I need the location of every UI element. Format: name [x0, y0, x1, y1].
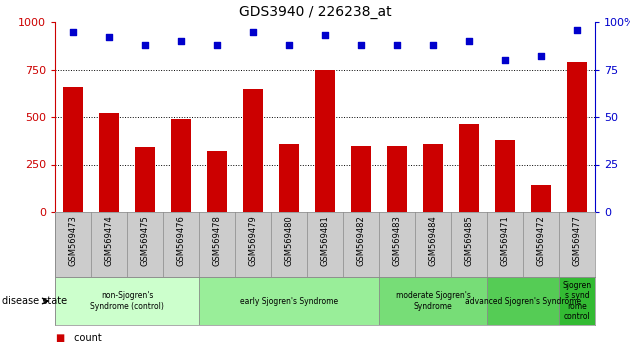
Text: GSM569473: GSM569473 [69, 215, 77, 266]
Text: GSM569484: GSM569484 [428, 215, 437, 266]
Text: advanced Sjogren's Syndrome: advanced Sjogren's Syndrome [465, 297, 581, 306]
Bar [315, 69, 335, 212]
Text: GSM569481: GSM569481 [321, 215, 329, 266]
Bar [387, 145, 407, 212]
Bar [423, 144, 443, 212]
Point [392, 42, 402, 48]
Point [464, 38, 474, 44]
Text: moderate Sjogren's
Syndrome: moderate Sjogren's Syndrome [396, 291, 471, 311]
Bar [531, 185, 551, 212]
Point [176, 38, 186, 44]
Bar [351, 145, 371, 212]
Point [284, 42, 294, 48]
Bar [567, 62, 587, 212]
Text: GSM569477: GSM569477 [573, 215, 581, 266]
Bar [379, 277, 487, 325]
Point [104, 34, 114, 40]
Point [68, 29, 78, 34]
Bar [171, 119, 191, 212]
Bar [243, 88, 263, 212]
Text: GSM569475: GSM569475 [140, 215, 149, 266]
Bar [495, 140, 515, 212]
Text: GSM569485: GSM569485 [464, 215, 474, 266]
Bar [459, 124, 479, 212]
Text: GSM569480: GSM569480 [285, 215, 294, 266]
Point [572, 27, 582, 33]
Text: GDS3940 / 226238_at: GDS3940 / 226238_at [239, 5, 391, 19]
Point [536, 53, 546, 59]
Text: GSM569478: GSM569478 [212, 215, 222, 266]
Bar [63, 87, 83, 212]
Point [320, 33, 330, 38]
Text: GSM569479: GSM569479 [248, 215, 258, 266]
Text: GSM569482: GSM569482 [357, 215, 365, 266]
Text: GSM569476: GSM569476 [176, 215, 185, 266]
Point [356, 42, 366, 48]
Point [500, 57, 510, 63]
Text: disease state: disease state [2, 296, 67, 306]
Bar [55, 277, 199, 325]
Bar [99, 113, 119, 212]
Point [140, 42, 150, 48]
Text: non-Sjogren's
Syndrome (control): non-Sjogren's Syndrome (control) [90, 291, 164, 311]
Bar [279, 144, 299, 212]
Point [248, 29, 258, 34]
Bar [559, 277, 595, 325]
Text: ■: ■ [55, 333, 64, 343]
Text: GSM569474: GSM569474 [105, 215, 113, 266]
Text: GSM569472: GSM569472 [537, 215, 546, 266]
Bar [487, 277, 559, 325]
Bar [199, 277, 379, 325]
Text: Sjogren
s synd
rome
control: Sjogren s synd rome control [563, 281, 592, 321]
Point [428, 42, 438, 48]
Bar [207, 151, 227, 212]
Text: GSM569471: GSM569471 [500, 215, 510, 266]
Bar [135, 147, 155, 212]
Text: early Sjogren's Syndrome: early Sjogren's Syndrome [240, 297, 338, 306]
Point [212, 42, 222, 48]
Text: GSM569483: GSM569483 [392, 215, 401, 266]
Text: count: count [71, 333, 101, 343]
